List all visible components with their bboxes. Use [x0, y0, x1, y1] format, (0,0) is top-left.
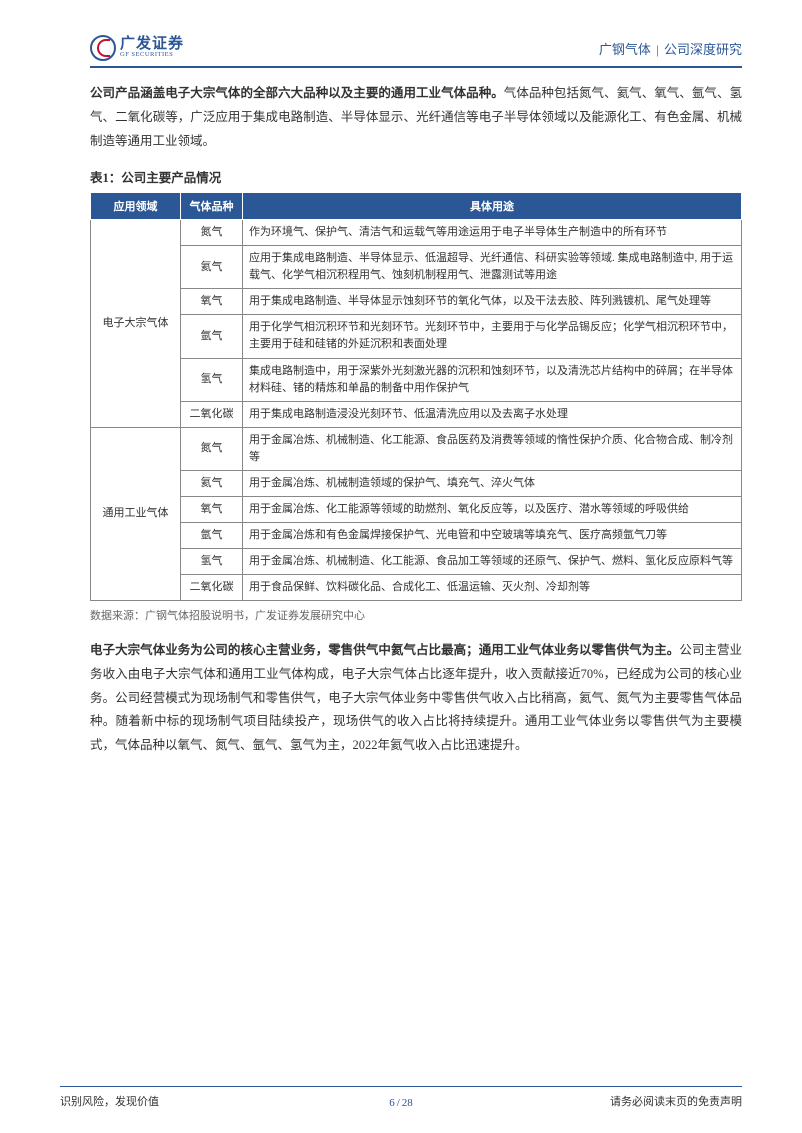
cell-use: 集成电路制造中，用于深紫外光刻激光器的沉积和蚀刻环节，以及清洗芯片结构中的碎屑；…	[243, 358, 742, 401]
cell-use: 应用于集成电路制造、半导体显示、低温超导、光纤通信、科研实验等领域. 集成电路制…	[243, 246, 742, 289]
para2-rest: 公司主营业务收入由电子大宗气体和通用工业气体构成，电子大宗气体占比逐年提升，收入…	[90, 643, 742, 752]
cell-use: 用于集成电路制造、半导体显示蚀刻环节的氧化气体，以及干法去胶、阵列溅镀机、尾气处…	[243, 289, 742, 315]
cell-use: 用于金属冶炼、化工能源等领域的助燃剂、氧化反应等，以及医疗、潜水等领域的呼吸供给	[243, 496, 742, 522]
table-row: 电子大宗气体氮气作为环境气、保护气、清洁气和运载气等用途运用于电子半导体生产制造…	[91, 220, 742, 246]
th-domain: 应用领域	[91, 193, 181, 220]
logo-icon	[90, 35, 116, 61]
cell-gas: 氮气	[181, 220, 243, 246]
intro-bold: 公司产品涵盖电子大宗气体的全部六大品种以及主要的通用工业气体品种。	[90, 86, 504, 100]
cell-domain: 电子大宗气体	[91, 220, 181, 427]
logo: 广发证券 GF SECURITIES	[90, 35, 184, 61]
company-name: 广钢气体	[599, 42, 651, 57]
table-row: 氢气集成电路制造中，用于深紫外光刻激光器的沉积和蚀刻环节，以及清洗芯片结构中的碎…	[91, 358, 742, 401]
table-row: 氧气用于金属冶炼、化工能源等领域的助燃剂、氧化反应等，以及医疗、潜水等领域的呼吸…	[91, 496, 742, 522]
cell-gas: 二氧化碳	[181, 401, 243, 427]
table-row: 二氧化碳用于食品保鲜、饮料碳化品、合成化工、低温运输、灭火剂、冷却剂等	[91, 574, 742, 600]
cell-use: 用于集成电路制造浸没光刻环节、低温清洗应用以及去离子水处理	[243, 401, 742, 427]
page-footer: 识别风险，发现价值 请务必阅读末页的免责声明 6/28	[0, 1086, 802, 1109]
th-use: 具体用途	[243, 193, 742, 220]
table-row: 氧气用于集成电路制造、半导体显示蚀刻环节的氧化气体，以及干法去胶、阵列溅镀机、尾…	[91, 289, 742, 315]
cell-gas: 氩气	[181, 522, 243, 548]
cell-use: 作为环境气、保护气、清洁气和运载气等用途运用于电子半导体生产制造中的所有环节	[243, 220, 742, 246]
cell-gas: 氦气	[181, 246, 243, 289]
doc-type: 公司深度研究	[664, 42, 742, 57]
intro-paragraph: 公司产品涵盖电子大宗气体的全部六大品种以及主要的通用工业气体品种。气体品种包括氮…	[90, 82, 742, 153]
cell-gas: 氮气	[181, 427, 243, 470]
cell-gas: 氩气	[181, 315, 243, 358]
cell-use: 用于化学气相沉积环节和光刻环节。光刻环节中，主要用于与化学品锡反应；化学气相沉积…	[243, 315, 742, 358]
th-gas: 气体品种	[181, 193, 243, 220]
page-total: 28	[402, 1097, 413, 1109]
cell-use: 用于金属冶炼、机械制造、化工能源、食品加工等领域的还原气、保护气、燃料、氢化反应…	[243, 548, 742, 574]
cell-use: 用于金属冶炼和有色金属焊接保护气、光电管和中空玻璃等填充气、医疗高频氩气刀等	[243, 522, 742, 548]
cell-gas: 二氧化碳	[181, 574, 243, 600]
footer-rule	[60, 1086, 742, 1087]
para2-bold: 电子大宗气体业务为公司的核心主营业务，零售供气中氦气占比最高；通用工业气体业务以…	[90, 643, 679, 657]
para2: 电子大宗气体业务为公司的核心主营业务，零售供气中氦气占比最高；通用工业气体业务以…	[90, 639, 742, 758]
divider: |	[656, 42, 659, 57]
table-row: 氦气用于金属冶炼、机械制造领域的保护气、填充气、淬火气体	[91, 470, 742, 496]
logo-text-cn: 广发证券	[120, 37, 184, 52]
table-source: 数据来源：广钢气体招股说明书，广发证券发展研究中心	[90, 607, 742, 623]
cell-gas: 氧气	[181, 496, 243, 522]
table-caption: 表1：公司主要产品情况	[90, 167, 742, 186]
cell-use: 用于金属冶炼、机械制造领域的保护气、填充气、淬火气体	[243, 470, 742, 496]
page-header: 广发证券 GF SECURITIES 广钢气体 | 公司深度研究	[90, 35, 742, 68]
cell-gas: 氢气	[181, 358, 243, 401]
cell-gas: 氧气	[181, 289, 243, 315]
footer-left: 识别风险，发现价值	[60, 1093, 159, 1109]
page-current: 6	[389, 1097, 395, 1109]
table-row: 氢气用于金属冶炼、机械制造、化工能源、食品加工等领域的还原气、保护气、燃料、氢化…	[91, 548, 742, 574]
logo-text-en: GF SECURITIES	[120, 52, 184, 59]
cell-use: 用于食品保鲜、饮料碳化品、合成化工、低温运输、灭火剂、冷却剂等	[243, 574, 742, 600]
table-row: 氩气用于化学气相沉积环节和光刻环节。光刻环节中，主要用于与化学品锡反应；化学气相…	[91, 315, 742, 358]
table-row: 氦气应用于集成电路制造、半导体显示、低温超导、光纤通信、科研实验等领域. 集成电…	[91, 246, 742, 289]
cell-gas: 氢气	[181, 548, 243, 574]
cell-domain: 通用工业气体	[91, 427, 181, 600]
header-title: 广钢气体 | 公司深度研究	[599, 39, 742, 58]
products-table: 应用领域 气体品种 具体用途 电子大宗气体氮气作为环境气、保护气、清洁气和运载气…	[90, 192, 742, 601]
table-row: 通用工业气体氮气用于金属冶炼、机械制造、化工能源、食品医药及消费等领域的惰性保护…	[91, 427, 742, 470]
footer-right: 请务必阅读末页的免责声明	[610, 1093, 742, 1109]
page-number: 6/28	[389, 1097, 413, 1109]
cell-use: 用于金属冶炼、机械制造、化工能源、食品医药及消费等领域的惰性保护介质、化合物合成…	[243, 427, 742, 470]
table-row: 二氧化碳用于集成电路制造浸没光刻环节、低温清洗应用以及去离子水处理	[91, 401, 742, 427]
table-row: 氩气用于金属冶炼和有色金属焊接保护气、光电管和中空玻璃等填充气、医疗高频氩气刀等	[91, 522, 742, 548]
cell-gas: 氦气	[181, 470, 243, 496]
